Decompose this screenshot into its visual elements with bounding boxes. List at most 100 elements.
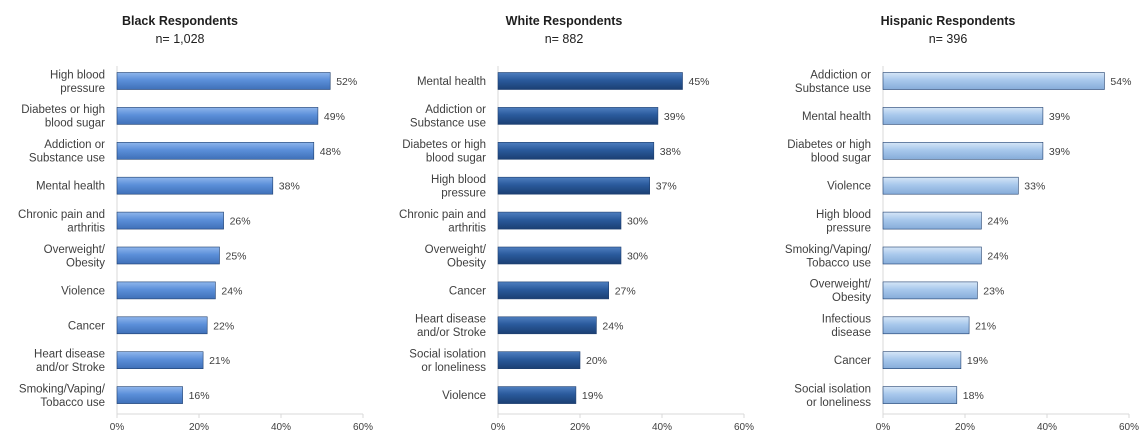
category-label: Chronic pain and arthritis bbox=[399, 209, 486, 235]
category-label-line: Violence bbox=[61, 285, 105, 297]
data-label: 38% bbox=[660, 146, 681, 158]
data-label: 52% bbox=[336, 76, 357, 88]
data-label: 39% bbox=[1049, 146, 1070, 158]
bar-violence bbox=[882, 176, 1019, 195]
category-label: Diabetes or high blood sugar bbox=[787, 139, 871, 165]
category-label-line: Social isolation bbox=[794, 383, 871, 395]
data-label: 38% bbox=[279, 181, 300, 193]
data-label: 30% bbox=[627, 216, 648, 228]
bar-addiction-or-substance-use bbox=[882, 72, 1105, 90]
bar-diabetes-or-high-blood-sugar bbox=[116, 107, 319, 125]
bar-high-blood-pressure bbox=[882, 211, 982, 230]
category-label-line: and/or Stroke bbox=[417, 327, 486, 339]
category-label-line: Mental health bbox=[802, 111, 871, 123]
x-tick-label: 0% bbox=[491, 422, 506, 431]
data-label: 20% bbox=[586, 355, 607, 367]
category-label-line: Obesity bbox=[832, 292, 871, 304]
x-tick-label: 0% bbox=[876, 422, 891, 431]
x-tick-label: 20% bbox=[570, 422, 590, 431]
data-label: 19% bbox=[967, 355, 988, 367]
data-label: 49% bbox=[324, 111, 345, 123]
category-label: Infectious disease bbox=[822, 314, 871, 340]
bar-violence bbox=[116, 281, 216, 300]
category-label-line: arthritis bbox=[448, 222, 486, 234]
category-label-line: Heart disease bbox=[34, 348, 105, 360]
category-label-line: Tobacco use bbox=[40, 397, 105, 409]
bar-smoking-vaping-tobacco-use bbox=[882, 246, 982, 265]
hispanic-respondents-panel: Hispanic Respondents n= 396 0% 20% 40% 60% 54%… bbox=[785, 14, 1139, 431]
category-label-line: Cancer bbox=[834, 355, 871, 367]
data-label: 37% bbox=[656, 181, 677, 193]
category-label: Cancer bbox=[449, 285, 486, 297]
x-tick-label: 40% bbox=[652, 422, 672, 431]
category-label-line: Tobacco use bbox=[806, 257, 871, 269]
category-label-line: Violence bbox=[827, 181, 871, 193]
data-label: 24% bbox=[987, 251, 1008, 263]
category-label-line: Diabetes or high bbox=[21, 104, 105, 116]
category-label: Social isolation or loneliness bbox=[409, 348, 486, 374]
category-label-line: High blood bbox=[431, 174, 486, 186]
bar-social-isolation-or-loneliness bbox=[497, 351, 581, 370]
data-label: 21% bbox=[209, 355, 230, 367]
bar-violence bbox=[497, 386, 577, 404]
category-label: Social isolation or loneliness bbox=[794, 383, 871, 409]
bar-smoking-vaping-tobacco-use bbox=[116, 386, 183, 404]
category-label-line: pressure bbox=[826, 222, 871, 234]
data-label: 24% bbox=[221, 285, 242, 297]
category-label-line: arthritis bbox=[67, 222, 105, 234]
category-label-line: blood sugar bbox=[426, 153, 486, 165]
bar-mental-health bbox=[882, 107, 1044, 125]
category-label-line: Diabetes or high bbox=[787, 139, 871, 151]
bar-diabetes-or-high-blood-sugar bbox=[497, 142, 655, 160]
data-label: 48% bbox=[320, 146, 341, 158]
category-label: Addiction or Substance use bbox=[29, 139, 105, 165]
bar-heart-disease-and-or-stroke bbox=[497, 316, 597, 335]
category-label-line: Social isolation bbox=[409, 348, 486, 360]
bar-high-blood-pressure bbox=[497, 176, 650, 195]
category-label: Cancer bbox=[68, 320, 105, 332]
chart-title: White Respondents bbox=[506, 14, 623, 28]
category-label-line: High blood bbox=[50, 69, 105, 81]
data-label: 24% bbox=[987, 216, 1008, 228]
bar-overweight-obesity bbox=[116, 246, 220, 265]
chart-title: Black Respondents bbox=[122, 14, 238, 28]
category-label-line: Heart disease bbox=[415, 314, 486, 326]
category-label-line: pressure bbox=[441, 187, 486, 199]
category-label-line: Smoking/Vaping/ bbox=[785, 244, 872, 256]
bar-chronic-pain-and-arthritis bbox=[116, 211, 224, 230]
category-label: Mental health bbox=[802, 111, 871, 123]
data-label: 39% bbox=[1049, 111, 1070, 123]
data-label: 26% bbox=[230, 216, 251, 228]
category-label-line: Infectious bbox=[822, 314, 871, 326]
category-label-line: Chronic pain and bbox=[399, 209, 486, 221]
category-label: Overweight/Obesity bbox=[810, 279, 872, 305]
data-label: 33% bbox=[1024, 181, 1045, 193]
x-tick-label: 40% bbox=[1037, 422, 1057, 431]
bar-overweight-obesity bbox=[497, 246, 622, 265]
category-label: High blood pressure bbox=[50, 69, 105, 95]
category-label: Violence bbox=[827, 181, 871, 193]
bar-chronic-pain-and-arthritis bbox=[497, 211, 622, 230]
x-tick-label: 60% bbox=[353, 422, 373, 431]
category-label-line: High blood bbox=[816, 209, 871, 221]
chart-title: Hispanic Respondents bbox=[881, 14, 1016, 28]
bar-social-isolation-or-loneliness bbox=[882, 386, 958, 404]
category-label-line: Addiction or bbox=[810, 69, 871, 81]
category-label-line: disease bbox=[831, 327, 871, 339]
category-label-line: blood sugar bbox=[811, 153, 871, 165]
data-label: 22% bbox=[213, 320, 234, 332]
category-label: Violence bbox=[442, 390, 486, 402]
category-label-line: Substance use bbox=[410, 118, 486, 130]
data-label: 25% bbox=[226, 251, 247, 263]
category-label-line: pressure bbox=[60, 83, 105, 95]
x-tick-label: 0% bbox=[110, 422, 125, 431]
category-label: Overweight/Obesity bbox=[44, 244, 106, 270]
chart-subtitle: n= 396 bbox=[929, 32, 968, 46]
category-label: Heart disease and/or Stroke bbox=[415, 314, 486, 340]
category-label: Smoking/Vaping/Tobacco use bbox=[19, 383, 106, 409]
bar-heart-disease-and-or-stroke bbox=[116, 351, 204, 370]
bar-mental-health bbox=[497, 72, 683, 90]
category-label-line: Violence bbox=[442, 390, 486, 402]
category-label-line: Diabetes or high bbox=[402, 139, 486, 151]
